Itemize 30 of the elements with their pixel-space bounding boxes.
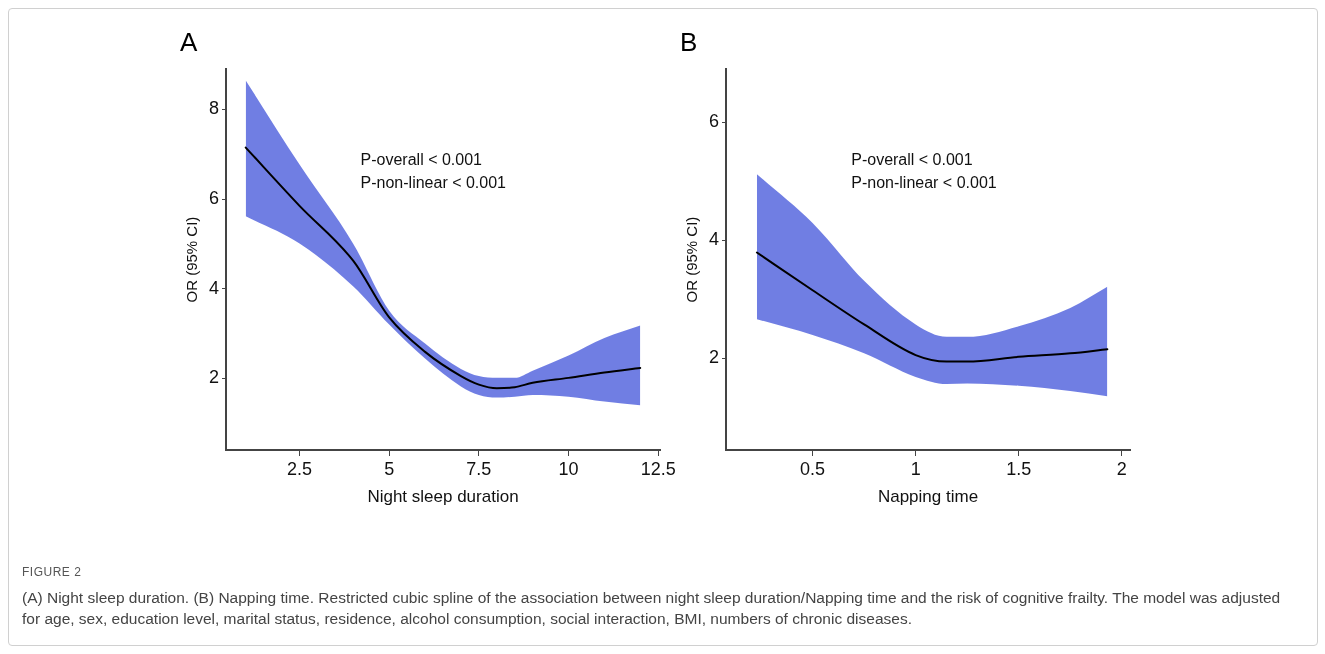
x-axis-title: Night sleep duration	[367, 487, 519, 507]
y-tick-label: 6	[209, 188, 220, 209]
line-series	[244, 146, 642, 390]
line-series	[755, 251, 1109, 363]
x-tick-label: 10	[558, 458, 579, 479]
x-tick-label: 1.5	[1006, 458, 1032, 479]
annotation: P-non-linear < 0.001	[851, 174, 997, 192]
y-tick-label: 2	[209, 367, 220, 388]
y-axis-title: OR (95% CI)	[683, 216, 701, 303]
y-tick-label: 8	[209, 98, 220, 119]
caption: FIGURE 2	[22, 564, 83, 581]
x-tick-label: 5	[384, 458, 395, 479]
annotation: P-non-linear < 0.001	[360, 174, 507, 192]
y-tick-label: 4	[209, 277, 220, 298]
chart-title: B	[680, 26, 698, 57]
x-axis-title: Napping time	[877, 487, 979, 507]
x-tick-label: 12.5	[640, 458, 676, 479]
x-tick-label: 2.5	[287, 458, 313, 479]
x-tick-label: 7.5	[466, 458, 492, 479]
text: (A) Night sleep duration. (B) Napping time. Restricted cubic spline of the association between night sleep duration/Napping time and the risk of cognitive frailty. The model was adjusted for age, sex, education level, marital status, residence, alcohol consumption, social interaction, BMI, numbers of chronic diseases.	[22, 588, 1282, 629]
y-tick-label: 6	[709, 111, 720, 132]
y-axis-title: OR (95% CI)	[183, 216, 201, 303]
x-tick-label: 2	[1116, 458, 1127, 479]
annotation: P-overall < 0.001	[851, 151, 973, 169]
x-tick-label: 0.5	[800, 458, 826, 479]
annotation: P-overall < 0.001	[360, 151, 483, 169]
x-tick-label: 1	[910, 458, 921, 479]
y-tick-label: 2	[709, 347, 720, 368]
chart-title: A	[180, 26, 198, 57]
y-tick-label: 4	[709, 229, 720, 250]
